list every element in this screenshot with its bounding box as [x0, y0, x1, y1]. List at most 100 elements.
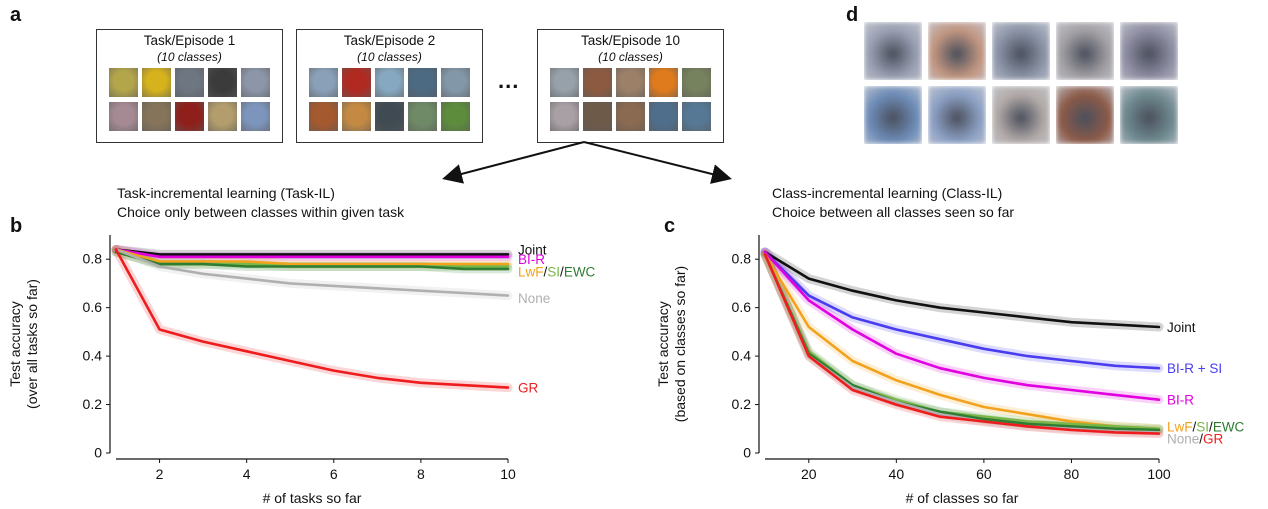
task-episode-10-subtitle: (10 classes) [598, 50, 663, 64]
sample-image-thumbnail [616, 102, 645, 131]
x-tick-label: 6 [330, 466, 338, 482]
legend-label-part: EWC [564, 264, 596, 279]
series-line-ewc [114, 250, 510, 271]
legend-label: BI-R [1167, 393, 1194, 408]
task-episode-10-title: Task/Episode 10 [580, 33, 681, 48]
task-episode-2-box: Task/Episode 2 (10 classes) [296, 29, 483, 143]
legend-label: LwF/SI/EWC [518, 264, 596, 279]
series-line-ewc [763, 253, 1161, 432]
sample-image-thumbnail [441, 68, 470, 97]
x-tick-label: 60 [976, 466, 992, 482]
y-axis-label: Test accuracy [7, 301, 23, 387]
sample-image-thumbnail [309, 102, 338, 131]
y-tick-label: 0.8 [732, 251, 752, 267]
x-tick-label: 100 [1147, 466, 1171, 482]
sample-image-thumbnail [175, 102, 204, 131]
panel-letter-d: d [846, 4, 859, 26]
series-line-gr [114, 248, 510, 389]
sample-image-thumbnail [408, 102, 437, 131]
sample-image-thumbnail [583, 68, 612, 97]
y-tick-label: 0.2 [732, 396, 752, 412]
generated-sample-image [1056, 86, 1114, 144]
generated-sample-image [864, 22, 922, 80]
arrow-to-class-il [583, 141, 732, 184]
y-tick-label: 0.4 [83, 348, 103, 364]
x-tick-label: 20 [801, 466, 817, 482]
x-tick-label: 10 [500, 466, 516, 482]
legend-label-part: LwF [518, 264, 544, 279]
legend-label-part: BI-R [1167, 393, 1194, 408]
x-axis-label: # of classes so far [906, 490, 1019, 506]
legend-label: Joint [1167, 320, 1196, 335]
series-line-lwf [114, 248, 510, 266]
y-tick-label: 0.6 [83, 299, 103, 315]
task-episode-2-title: Task/Episode 2 [343, 33, 436, 48]
legend-label-part: / [1193, 419, 1197, 434]
x-tick-label: 2 [156, 466, 164, 482]
legend-label-part: GR [1203, 431, 1224, 446]
sample-image-thumbnail [375, 68, 404, 97]
legend-label-part: BI-R + SI [1167, 361, 1222, 376]
sample-image-thumbnail [682, 68, 711, 97]
x-tick-label: 4 [243, 466, 251, 482]
y-tick-label: 0.6 [732, 299, 752, 315]
legend-label: BI-R + SI [1167, 361, 1222, 376]
task-il-caption-line1: Task-incremental learning (Task-IL) [117, 185, 335, 201]
chart-task-il: 0 0.2 0.4 0.6 0.8 2 4 6 8 10 # of tasks so far Test… [7, 235, 596, 506]
sample-image-thumbnail [342, 102, 371, 131]
legend-label-part: / [1209, 419, 1213, 434]
series-line-bi-r-si [763, 250, 1161, 370]
x-tick-label: 80 [1064, 466, 1080, 482]
sample-image-thumbnail [109, 68, 138, 97]
scenario-arrows [442, 141, 732, 184]
sample-image-thumbnail [616, 68, 645, 97]
legend-label-part: / [1199, 431, 1203, 446]
x-tick-label: 40 [889, 466, 905, 482]
sample-image-thumbnail [550, 68, 579, 97]
series-line-joint [763, 250, 1161, 329]
sample-image-thumbnail [241, 68, 270, 97]
ellipsis: ... [498, 68, 520, 93]
series-line-none [114, 248, 510, 297]
class-il-caption-line2: Choice between all classes seen so far [772, 204, 1015, 220]
task-episode-1-box: Task/Episode 1 (10 classes) [96, 29, 283, 143]
legend-label-part: EWC [1213, 419, 1245, 434]
panel-letter-a: a [10, 4, 22, 26]
legend-label-part: BI-R [518, 252, 545, 267]
sample-image-thumbnail [408, 68, 437, 97]
sample-image-thumbnail [241, 102, 270, 131]
y-tick-label: 0.4 [732, 348, 752, 364]
series-line-bi-r [763, 250, 1161, 401]
legend-label: LwF/SI/EWC [1167, 419, 1245, 434]
legend-label: BI-R [518, 252, 545, 267]
panel-letter-c: c [664, 215, 676, 237]
legend-label-part: Joint [518, 243, 547, 258]
generated-sample-image [1120, 22, 1178, 80]
class-il-caption-line1: Class-incremental learning (Class-IL) [772, 185, 1003, 201]
generated-sample-image [864, 86, 922, 144]
task-il-caption: Task-incremental learning (Task-IL) Choi… [117, 184, 404, 222]
y-axis-label-secondary: (based on classes so far) [672, 266, 688, 422]
y-tick-label: 0.2 [83, 396, 103, 412]
series-line-bi-r [114, 248, 510, 259]
generated-sample-image [992, 22, 1050, 80]
generated-samples-grid [864, 22, 1260, 150]
generated-sample-image [992, 86, 1050, 144]
sample-image-thumbnail [208, 68, 237, 97]
legend-label-part: LwF [1167, 419, 1193, 434]
y-axis-label: Test accuracy [655, 301, 671, 387]
sample-image-thumbnail [441, 102, 470, 131]
legend-label-part: SI [547, 264, 560, 279]
legend-label-part: Joint [1167, 320, 1196, 335]
sample-image-thumbnail [649, 68, 678, 97]
class-il-caption: Class-incremental learning (Class-IL) Ch… [772, 184, 1014, 222]
arrow-to-task-il [442, 141, 585, 184]
panel-letter-b: b [10, 215, 23, 237]
legend-label: Joint [518, 243, 547, 258]
task-il-caption-line2: Choice only between classes within given… [117, 204, 405, 220]
task-episode-10-box: Task/Episode 10 (10 classes) [537, 29, 724, 143]
series-line-joint [114, 248, 510, 256]
legend-label-part: None [1167, 431, 1199, 446]
generated-sample-image [1120, 86, 1178, 144]
generated-sample-image [928, 86, 986, 144]
